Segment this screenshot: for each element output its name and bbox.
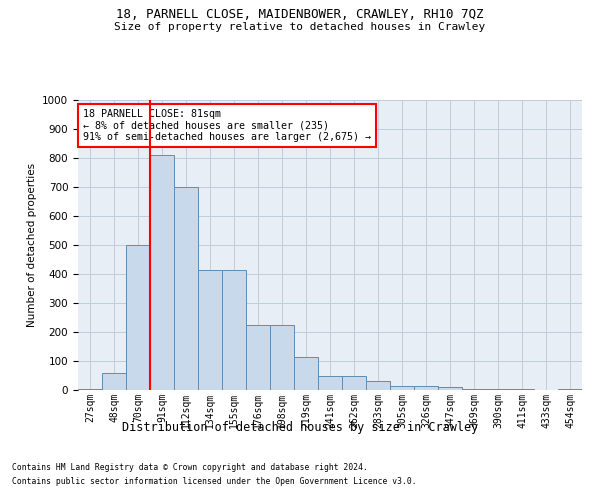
Bar xyxy=(78,388,102,390)
Bar xyxy=(222,270,246,390)
Text: Contains HM Land Registry data © Crown copyright and database right 2024.: Contains HM Land Registry data © Crown c… xyxy=(12,464,368,472)
Y-axis label: Number of detached properties: Number of detached properties xyxy=(26,163,37,327)
Bar xyxy=(198,270,222,390)
Bar xyxy=(390,386,414,390)
Text: Distribution of detached houses by size in Crawley: Distribution of detached houses by size … xyxy=(122,421,478,434)
Bar xyxy=(174,187,198,390)
Text: Contains public sector information licensed under the Open Government Licence v3: Contains public sector information licen… xyxy=(12,477,416,486)
Bar xyxy=(510,388,534,390)
Bar xyxy=(246,325,270,390)
Bar xyxy=(318,376,342,390)
Bar xyxy=(342,376,366,390)
Bar xyxy=(558,388,582,390)
Bar xyxy=(294,356,318,390)
Bar xyxy=(366,382,390,390)
Bar xyxy=(126,245,150,390)
Bar xyxy=(270,325,294,390)
Bar xyxy=(102,372,126,390)
Bar xyxy=(486,388,510,390)
Bar xyxy=(150,155,174,390)
Bar xyxy=(438,387,462,390)
Bar xyxy=(414,386,438,390)
Text: 18, PARNELL CLOSE, MAIDENBOWER, CRAWLEY, RH10 7QZ: 18, PARNELL CLOSE, MAIDENBOWER, CRAWLEY,… xyxy=(116,8,484,20)
Bar xyxy=(462,388,486,390)
Text: 18 PARNELL CLOSE: 81sqm
← 8% of detached houses are smaller (235)
91% of semi-de: 18 PARNELL CLOSE: 81sqm ← 8% of detached… xyxy=(83,108,371,142)
Text: Size of property relative to detached houses in Crawley: Size of property relative to detached ho… xyxy=(115,22,485,32)
